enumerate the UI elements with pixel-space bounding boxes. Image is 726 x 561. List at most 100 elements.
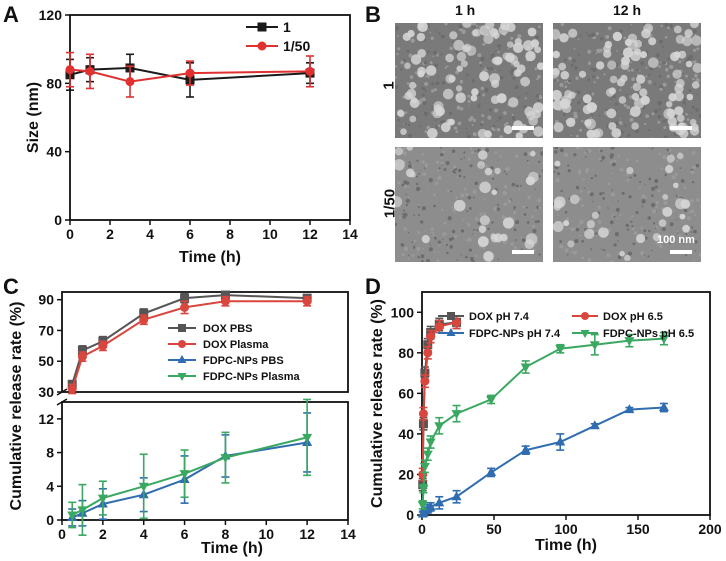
tem-noise bbox=[683, 121, 685, 123]
tem-noise bbox=[635, 211, 639, 214]
tem-noise bbox=[424, 230, 426, 232]
tem-noise bbox=[657, 115, 662, 119]
tem-particle bbox=[684, 29, 693, 38]
chart-c-x-tick-label: 4 bbox=[140, 526, 148, 542]
tem-noise bbox=[467, 157, 471, 161]
legend-marker bbox=[177, 355, 187, 363]
tem-particle bbox=[673, 51, 681, 58]
tem-noise bbox=[645, 197, 648, 200]
chart-c-upper-y-tick-label: 90 bbox=[38, 292, 54, 308]
tem-noise bbox=[437, 240, 441, 244]
tem-noise bbox=[503, 123, 507, 127]
tem-noise bbox=[662, 119, 666, 123]
tem-noise bbox=[638, 186, 641, 189]
tem-noise bbox=[605, 35, 610, 39]
chart-d-series-3-point bbox=[486, 395, 497, 405]
tem-noise bbox=[452, 170, 456, 173]
tem-particle bbox=[633, 48, 641, 56]
tem-noise bbox=[536, 77, 539, 81]
chart-c-series-2-line bbox=[71, 441, 308, 519]
tem-noise bbox=[455, 196, 458, 199]
tem-noise bbox=[456, 176, 459, 179]
tem-particle bbox=[689, 118, 697, 126]
tem-particle bbox=[619, 250, 625, 257]
tem-noise bbox=[495, 50, 497, 53]
tem-noise bbox=[586, 202, 588, 204]
tem-particle bbox=[456, 65, 463, 72]
panel-label-d: D bbox=[365, 274, 381, 299]
tem-noise bbox=[523, 213, 527, 216]
tem-noise bbox=[556, 79, 559, 82]
tem-noise bbox=[617, 255, 622, 260]
tem-particle bbox=[397, 110, 405, 118]
tem-noise bbox=[573, 153, 577, 157]
tem-noise bbox=[650, 147, 653, 149]
tem-noise bbox=[479, 102, 481, 104]
tem-noise bbox=[694, 73, 698, 78]
chart-d-series-1-point bbox=[418, 469, 428, 479]
chart-d-y-label: Cumulative release rate (%) bbox=[369, 299, 386, 508]
tem-noise bbox=[645, 196, 648, 198]
tem-noise bbox=[443, 221, 447, 225]
tem-noise bbox=[453, 126, 458, 130]
tem-noise bbox=[449, 46, 453, 51]
tem-noise bbox=[514, 239, 517, 241]
tem-noise bbox=[573, 48, 576, 50]
chart-c-x-label: Time (h) bbox=[201, 540, 263, 557]
tem-noise bbox=[415, 71, 418, 75]
chart-d-y-tick-label: 100 bbox=[391, 304, 415, 320]
tem-noise bbox=[502, 191, 507, 196]
tem-particle bbox=[630, 106, 641, 117]
tem-particle bbox=[652, 233, 661, 242]
tem-particle bbox=[395, 159, 405, 171]
tem-noise bbox=[448, 237, 453, 242]
tem-noise bbox=[572, 99, 575, 101]
tem-particle bbox=[553, 122, 564, 133]
tem-background bbox=[395, 147, 543, 262]
tem-particle bbox=[675, 78, 685, 88]
tem-noise bbox=[563, 113, 566, 117]
tem-noise bbox=[581, 204, 584, 207]
tem-noise bbox=[518, 188, 521, 191]
tem-noise bbox=[439, 152, 444, 157]
tem-particle bbox=[523, 40, 534, 51]
tem-noise bbox=[579, 34, 582, 37]
tem-noise bbox=[631, 77, 635, 81]
tem-noise bbox=[669, 64, 674, 70]
tem-noise bbox=[511, 113, 514, 116]
tem-particle bbox=[636, 233, 646, 244]
tem-noise bbox=[481, 114, 485, 117]
tem-noise bbox=[421, 93, 425, 97]
tem-noise bbox=[587, 78, 591, 82]
tem-noise bbox=[555, 178, 560, 183]
tem-noise bbox=[658, 39, 663, 44]
tem-particle bbox=[607, 60, 617, 70]
tem-particle bbox=[506, 41, 514, 48]
tem-particle bbox=[460, 60, 468, 68]
tem-image-1-12h bbox=[553, 23, 701, 138]
tem-noise bbox=[601, 155, 606, 160]
tem-noise bbox=[660, 208, 663, 210]
tem-noise bbox=[683, 208, 688, 213]
tem-noise bbox=[491, 221, 494, 224]
tem-noise bbox=[651, 194, 654, 197]
tem-particle bbox=[620, 74, 628, 82]
tem-particle bbox=[435, 108, 443, 116]
tem-noise bbox=[515, 154, 519, 159]
tem-particle bbox=[425, 65, 437, 76]
tem-noise bbox=[692, 59, 697, 65]
tem-noise bbox=[675, 132, 677, 134]
tem-noise bbox=[627, 133, 631, 138]
tem-noise bbox=[435, 119, 437, 121]
tem-noise bbox=[528, 75, 530, 78]
tem-noise bbox=[567, 254, 569, 256]
tem-noise bbox=[395, 177, 397, 180]
chart-c-legend-label: FDPC-NPs PBS bbox=[203, 355, 284, 367]
tem-noise bbox=[395, 26, 400, 31]
tem-noise bbox=[433, 204, 436, 208]
tem-noise bbox=[681, 238, 686, 243]
tem-noise bbox=[690, 170, 695, 175]
tem-noise bbox=[596, 76, 600, 80]
tem-noise bbox=[658, 75, 662, 78]
